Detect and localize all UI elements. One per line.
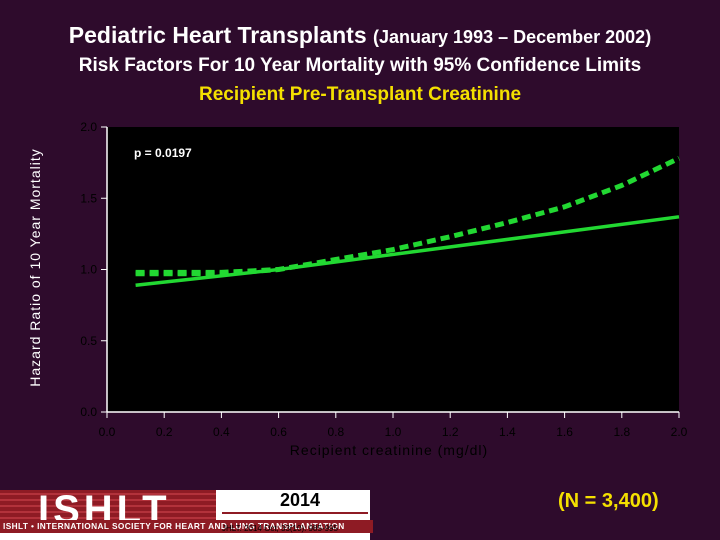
logo-stripes-graphic: [0, 490, 216, 520]
x-tick-label: 0.4: [213, 425, 230, 439]
report-year: 2014: [279, 490, 321, 510]
x-tick-label: 1.4: [499, 425, 516, 439]
y-tick-label: 2.0: [80, 120, 97, 134]
x-tick-label: 0.2: [156, 425, 173, 439]
y-tick-label: 0.0: [80, 405, 97, 419]
y-tick-label: 0.5: [80, 334, 97, 348]
x-tick-label: 1.6: [556, 425, 573, 439]
title-dates: (January 1993 – December 2002): [373, 27, 652, 47]
x-tick-label: 0.6: [270, 425, 287, 439]
series-group: [135, 156, 681, 287]
footer-banner: ISHLT ISHLT • INTERNATIONAL SOCIETY FOR …: [0, 490, 373, 540]
plot-area: [107, 127, 679, 412]
x-tick-label: 1.2: [442, 425, 459, 439]
confidence-limit-line: [135, 267, 279, 277]
society-name-strip: ISHLT • INTERNATIONAL SOCIETY FOR HEART …: [0, 520, 373, 533]
x-tick-label: 0.0: [99, 425, 116, 439]
p-value-annotation: p = 0.0197: [134, 146, 192, 160]
y-tick-label: 1.0: [80, 263, 97, 277]
y-tick-label: 1.5: [80, 191, 97, 205]
y-axis-label: Hazard Ratio of 10 Year Mortality: [27, 148, 43, 386]
sample-size-label: (N = 3,400): [558, 490, 659, 512]
x-tick-label: 1.0: [385, 425, 402, 439]
chart-variable-title: Recipient Pre-Transplant Creatinine: [198, 84, 522, 105]
axes: 0.0 0.5 1.0 1.5 2.0 0.0 0.2 0.4 0.6 0.8 1.0 1.2 1.4 1…: [80, 120, 687, 439]
title-main: Pediatric Heart Transplants: [68, 22, 367, 48]
x-axis-label: Recipient creatinine (mg/dl): [290, 442, 488, 458]
chart-subtitle: Risk Factors For 10 Year Mortality with …: [78, 55, 642, 76]
x-tick-label: 0.8: [327, 425, 344, 439]
journal-citation: JHLT. 2014 Oct; 33(10): 985-995: [222, 524, 338, 533]
x-tick-label: 2.0: [671, 425, 688, 439]
chart-title: Pediatric Heart Transplants (January 199…: [0, 22, 720, 49]
divider: [222, 512, 368, 514]
hazard-ratio-chart: 0.0 0.5 1.0 1.5 2.0 0.0 0.2 0.4 0.6 0.8 1.0 1.2 1.4 1…: [27, 120, 688, 458]
x-tick-label: 1.8: [613, 425, 630, 439]
